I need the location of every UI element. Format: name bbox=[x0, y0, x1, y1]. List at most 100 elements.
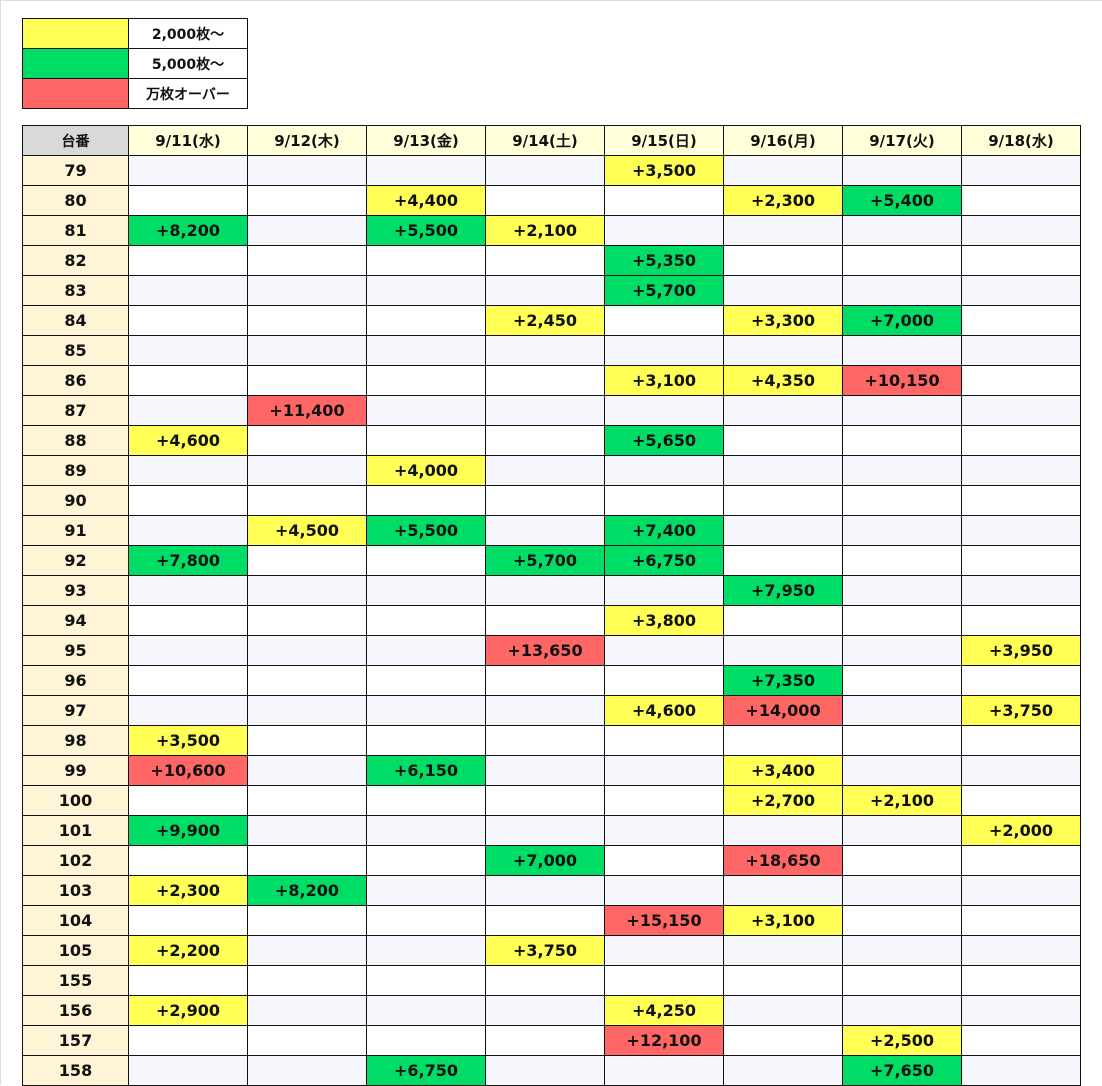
payout-cell bbox=[366, 365, 486, 396]
payout-cell bbox=[842, 455, 962, 486]
table-row: 85 bbox=[22, 335, 1081, 366]
table-row: 83 +5,700 bbox=[22, 275, 1081, 306]
payout-cell bbox=[485, 725, 605, 756]
payout-cell bbox=[247, 365, 367, 396]
table-row: 155 bbox=[22, 965, 1081, 996]
payout-cell bbox=[604, 935, 724, 966]
payout-cell bbox=[485, 575, 605, 606]
payout-cell bbox=[485, 185, 605, 216]
payout-cell bbox=[128, 515, 248, 546]
payout-cell bbox=[604, 725, 724, 756]
payout-cell bbox=[604, 575, 724, 606]
payout-cell bbox=[842, 845, 962, 876]
payout-cell bbox=[485, 995, 605, 1026]
legend-swatch bbox=[22, 48, 129, 79]
payout-cell bbox=[128, 155, 248, 186]
payout-cell bbox=[366, 635, 486, 666]
payout-cell bbox=[961, 275, 1081, 306]
payout-cell bbox=[485, 785, 605, 816]
payout-cell bbox=[961, 755, 1081, 786]
machine-number: 86 bbox=[22, 365, 129, 396]
payout-cell bbox=[128, 365, 248, 396]
payout-cell: +7,000 bbox=[485, 845, 605, 876]
payout-cell bbox=[604, 635, 724, 666]
payout-cell bbox=[485, 455, 605, 486]
payout-cell bbox=[961, 935, 1081, 966]
payout-cell bbox=[247, 755, 367, 786]
payout-cell bbox=[485, 485, 605, 516]
machine-number: 97 bbox=[22, 695, 129, 726]
payout-cell bbox=[128, 905, 248, 936]
payout-cell: +3,500 bbox=[128, 725, 248, 756]
table-row: 94 +3,800 bbox=[22, 605, 1081, 636]
payout-cell bbox=[366, 785, 486, 816]
payout-cell bbox=[366, 305, 486, 336]
machine-number: 158 bbox=[22, 1055, 129, 1086]
payout-cell: +2,900 bbox=[128, 995, 248, 1026]
payout-cell bbox=[247, 215, 367, 246]
payout-cell bbox=[961, 425, 1081, 456]
payout-cell: +5,700 bbox=[485, 545, 605, 576]
payout-cell bbox=[961, 305, 1081, 336]
payout-cell bbox=[128, 635, 248, 666]
payout-cell: +12,100 bbox=[604, 1025, 724, 1056]
machine-number: 85 bbox=[22, 335, 129, 366]
payout-cell bbox=[366, 665, 486, 696]
payout-cell bbox=[485, 1055, 605, 1086]
payout-cell bbox=[842, 995, 962, 1026]
table-row: 103 +2,300 +8,200 bbox=[22, 875, 1081, 906]
payout-cell bbox=[604, 755, 724, 786]
payout-cell: +3,100 bbox=[723, 905, 843, 936]
legend-row: 5,000枚～ bbox=[22, 48, 248, 79]
payout-cell: +2,300 bbox=[723, 185, 843, 216]
machine-number: 103 bbox=[22, 875, 129, 906]
payout-cell: +7,650 bbox=[842, 1055, 962, 1086]
payout-cell bbox=[961, 605, 1081, 636]
payout-cell bbox=[961, 215, 1081, 246]
payout-cell bbox=[961, 485, 1081, 516]
machine-number: 93 bbox=[22, 575, 129, 606]
payout-cell bbox=[842, 515, 962, 546]
payout-cell bbox=[366, 695, 486, 726]
payout-cell bbox=[961, 875, 1081, 906]
table-row: 88 +4,600 +5,650 bbox=[22, 425, 1081, 456]
payout-cell: +8,200 bbox=[128, 215, 248, 246]
payout-cell bbox=[128, 1055, 248, 1086]
payout-cell bbox=[485, 665, 605, 696]
payout-cell: +2,100 bbox=[485, 215, 605, 246]
payout-cell bbox=[604, 845, 724, 876]
payout-cell: +4,000 bbox=[366, 455, 486, 486]
payout-cell bbox=[842, 215, 962, 246]
payout-cell: +2,700 bbox=[723, 785, 843, 816]
payout-cell bbox=[247, 815, 367, 846]
table-row: 157 +12,100 +2,500 bbox=[22, 1025, 1081, 1056]
payout-cell bbox=[604, 395, 724, 426]
payout-cell bbox=[366, 155, 486, 186]
payout-cell bbox=[842, 665, 962, 696]
payout-cell bbox=[961, 995, 1081, 1026]
payout-cell bbox=[842, 635, 962, 666]
payout-cell bbox=[366, 815, 486, 846]
payout-table: 台番 9/11(水) 9/12(木) 9/13(金) 9/14(土) 9/15(日) 9/1… bbox=[22, 125, 1081, 1086]
day-header: 9/16(月) bbox=[723, 125, 843, 156]
machine-number: 105 bbox=[22, 935, 129, 966]
table-row: 104 +15,150 +3,100 bbox=[22, 905, 1081, 936]
payout-cell: +3,800 bbox=[604, 605, 724, 636]
table-row: 95 +13,650 +3,950 bbox=[22, 635, 1081, 666]
payout-cell bbox=[247, 785, 367, 816]
payout-cell bbox=[128, 1025, 248, 1056]
payout-cell bbox=[723, 395, 843, 426]
payout-cell bbox=[366, 995, 486, 1026]
payout-cell bbox=[128, 455, 248, 486]
payout-cell bbox=[723, 635, 843, 666]
payout-cell bbox=[604, 335, 724, 366]
table-row: 80 +4,400 +2,300 +5,400 bbox=[22, 185, 1081, 216]
payout-cell bbox=[366, 935, 486, 966]
payout-cell: +2,100 bbox=[842, 785, 962, 816]
payout-cell bbox=[961, 845, 1081, 876]
payout-cell: +4,350 bbox=[723, 365, 843, 396]
payout-cell bbox=[366, 875, 486, 906]
payout-cell: +2,500 bbox=[842, 1025, 962, 1056]
table-row: 105 +2,200 +3,750 bbox=[22, 935, 1081, 966]
payout-cell: +4,400 bbox=[366, 185, 486, 216]
